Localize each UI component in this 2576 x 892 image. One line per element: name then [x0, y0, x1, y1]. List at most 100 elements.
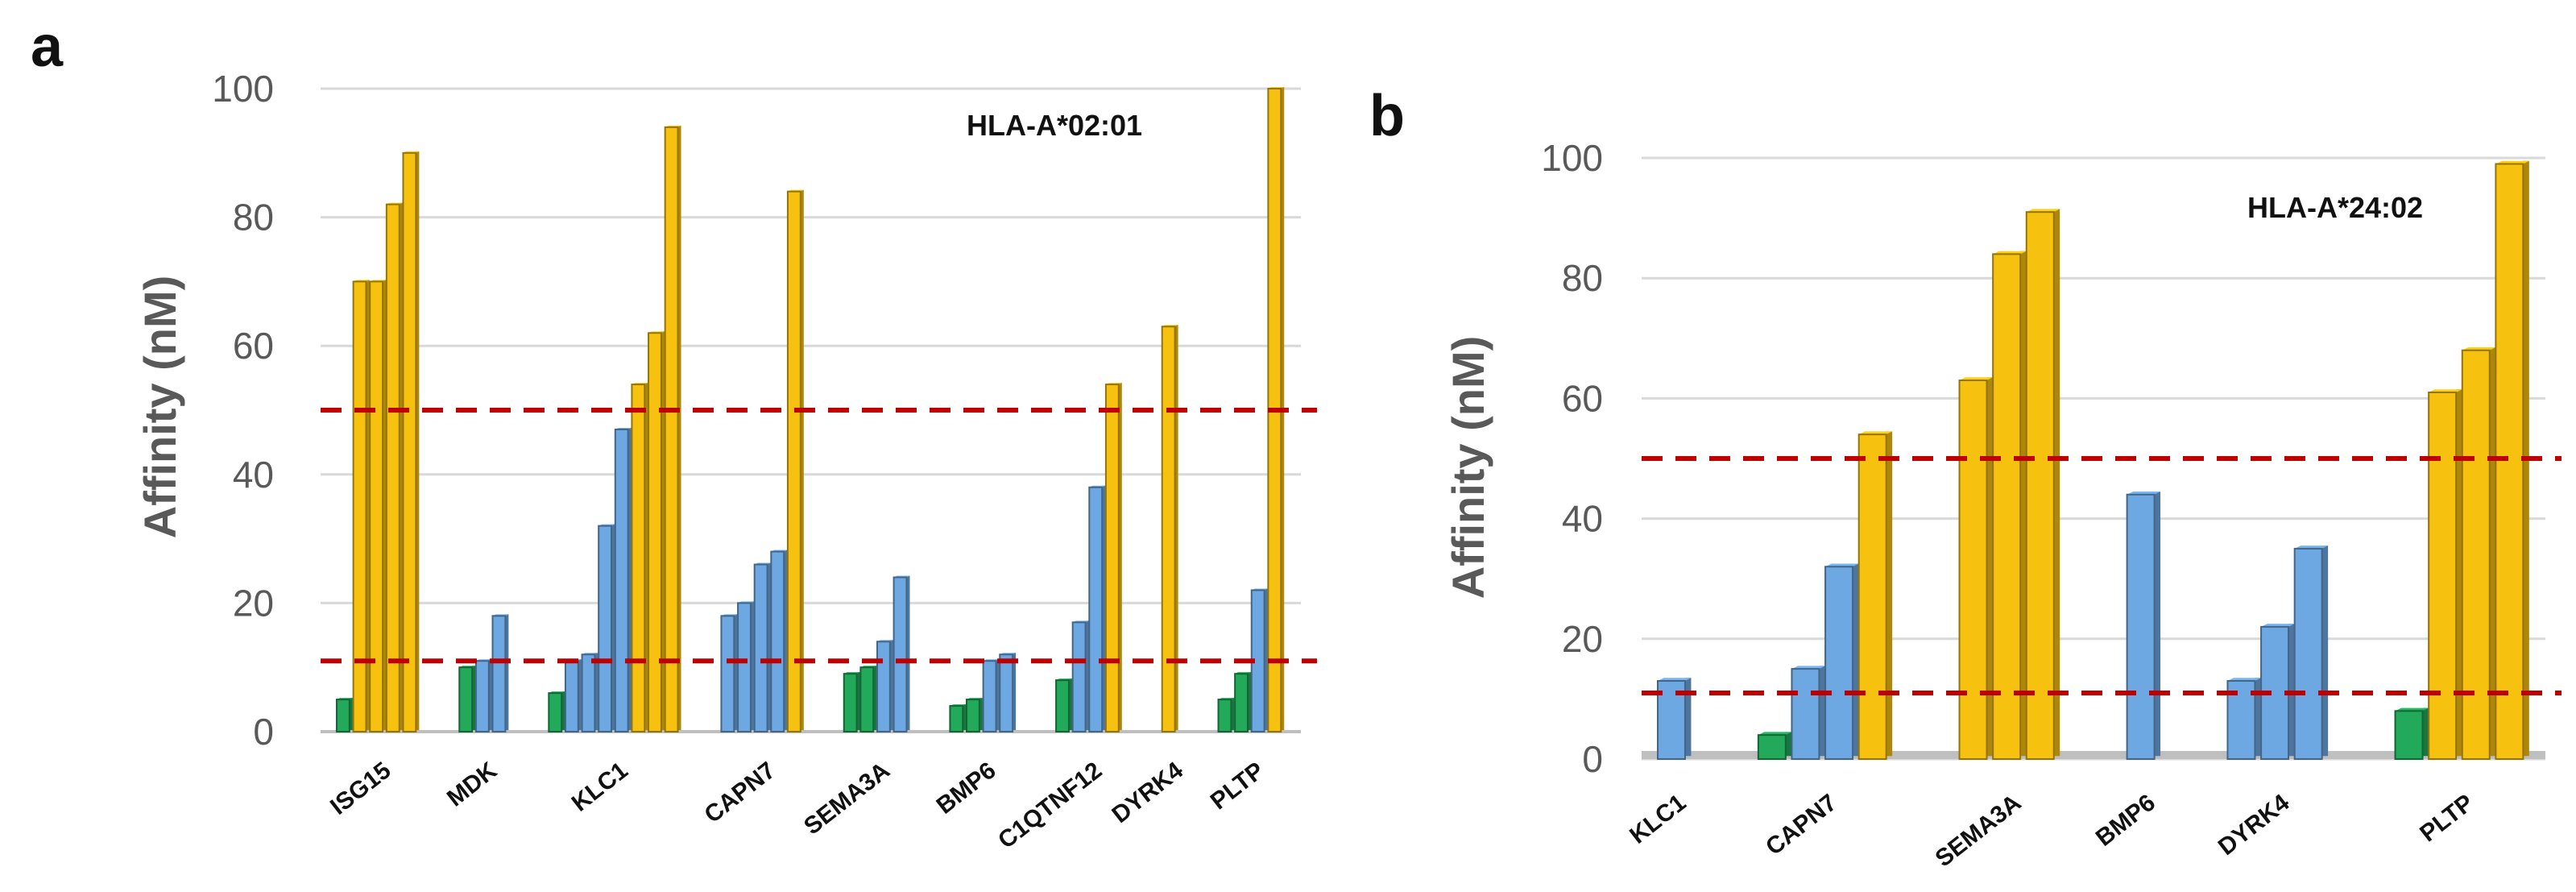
- panel-b-bars: [1657, 160, 2529, 761]
- bar-pltp-yellow: [2461, 349, 2491, 760]
- bar-side: [644, 383, 648, 730]
- bar-pltp-green: [1217, 699, 1232, 732]
- bar-bmp6-green: [966, 699, 980, 732]
- panel-b-chart: b 0 20 40 60 80 100 Affinity (nM) KLC1 CAPN7 SE…: [1369, 84, 2562, 872]
- bar-isg15-green: [336, 699, 350, 732]
- panel-a-allele-annotation: HLA-A*02:01: [967, 109, 1142, 142]
- bar-side: [1247, 672, 1251, 730]
- bar-side: [767, 562, 771, 730]
- bar-side: [2288, 624, 2295, 757]
- bar-capn7-blue: [1824, 566, 1854, 761]
- bar-bmp6-blue: [2126, 493, 2156, 760]
- panel-a-bars: [336, 87, 1285, 733]
- panel-b-letter: b: [1369, 84, 1405, 148]
- bar-isg15-yellow: [369, 280, 384, 732]
- bar-side: [505, 614, 509, 730]
- category-label-capn7: CAPN7: [699, 757, 780, 829]
- bar-side: [472, 666, 476, 730]
- bar-side: [627, 427, 632, 730]
- y-tick-label: 80: [233, 197, 274, 239]
- bar-side: [561, 691, 565, 730]
- bar-side: [2020, 251, 2027, 757]
- y-tick-label: 40: [1562, 498, 1603, 540]
- bar-bmp6-blue: [982, 660, 997, 732]
- y-tick-label: 100: [1541, 137, 1603, 179]
- bar-side: [611, 524, 615, 730]
- category-label-bmp6: BMP6: [932, 757, 1001, 819]
- bar-side: [2154, 492, 2161, 757]
- bar-side: [906, 575, 910, 730]
- panel-a-threshold-lines: [321, 408, 1317, 664]
- bar-sema3a-blue: [892, 576, 908, 732]
- bar-side: [677, 125, 681, 730]
- bar-klc1-yellow: [631, 384, 646, 732]
- y-tick-label: 0: [1582, 738, 1603, 780]
- category-label-sema3a: SEMA3A: [1931, 790, 2027, 873]
- bar-klc1-blue: [614, 428, 629, 732]
- category-label-bmp6: BMP6: [2091, 790, 2160, 852]
- bar-c1qtnf12-blue: [1088, 486, 1104, 732]
- panel-a-y-axis-title: Affinity (nM): [135, 276, 185, 539]
- bar-sema3a-green: [859, 666, 875, 733]
- bar-side: [1174, 325, 1178, 730]
- bar-side: [873, 666, 877, 730]
- bar-isg15-yellow: [352, 280, 367, 732]
- bar-isg15-yellow: [385, 203, 400, 732]
- bar-side: [2255, 678, 2261, 757]
- bar-c1qtnf12-blue: [1071, 621, 1087, 733]
- bar-side: [2456, 389, 2462, 757]
- bar-c1qtnf12-green: [1055, 679, 1070, 732]
- bar-mdk-blue: [474, 660, 490, 732]
- bar-side: [1013, 653, 1017, 730]
- bar-side: [2422, 707, 2429, 757]
- bar-capn7-yellow: [786, 190, 801, 732]
- bar-pltp-yellow: [2428, 391, 2458, 760]
- bar-side: [578, 659, 582, 730]
- bar-side: [1986, 377, 1993, 757]
- bar-capn7-yellow: [1857, 434, 1887, 760]
- bar-side: [784, 550, 788, 730]
- category-label-klc1: KLC1: [567, 757, 633, 817]
- bar-side: [1085, 620, 1089, 730]
- y-tick-label: 80: [1562, 257, 1603, 299]
- panel-a-y-ticks: 0 20 40 60 80 100: [212, 68, 274, 753]
- bar-side: [366, 280, 370, 730]
- bar-klc1-blue: [564, 660, 579, 732]
- bar-side: [488, 659, 492, 730]
- category-label-capn7: CAPN7: [1761, 790, 1841, 861]
- panel-b-floor: [1642, 751, 2545, 759]
- bar-klc1-blue: [598, 525, 613, 733]
- bar-side: [996, 659, 1000, 730]
- bar-side: [1684, 678, 1692, 757]
- bar-dyrk4-yellow: [1161, 326, 1176, 732]
- bar-sema3a-green: [843, 673, 858, 732]
- y-tick-label: 0: [253, 711, 274, 753]
- bar-side: [1231, 698, 1235, 730]
- bar-isg15-yellow: [402, 151, 417, 733]
- bar-klc1-blue: [581, 653, 596, 732]
- category-label-dyrk4: DYRK4: [2214, 789, 2295, 861]
- bar-dyrk4-blue: [2226, 680, 2256, 761]
- bar-side: [1819, 666, 1825, 757]
- y-tick-label: 60: [233, 325, 274, 367]
- bar-side: [979, 698, 983, 730]
- category-label-sema3a: SEMA3A: [799, 757, 895, 840]
- bar-klc1-yellow: [664, 126, 679, 732]
- bar-pltp-green: [2394, 710, 2424, 761]
- bar-side: [889, 640, 893, 730]
- bar-side: [349, 698, 353, 730]
- bar-side: [1264, 588, 1268, 730]
- bar-side: [383, 280, 387, 730]
- bar-klc1-green: [548, 692, 563, 732]
- bar-side: [2321, 546, 2329, 757]
- category-label-isg15: ISG15: [325, 757, 396, 820]
- y-tick-label: 40: [233, 454, 274, 496]
- bar-capn7-blue: [1791, 668, 1820, 760]
- bar-pltp-yellow: [2495, 163, 2524, 760]
- bar-side: [1886, 431, 1893, 757]
- bar-sema3a-yellow: [1992, 253, 2022, 760]
- y-tick-label: 20: [1562, 618, 1603, 660]
- chart-floor: [1642, 751, 2545, 759]
